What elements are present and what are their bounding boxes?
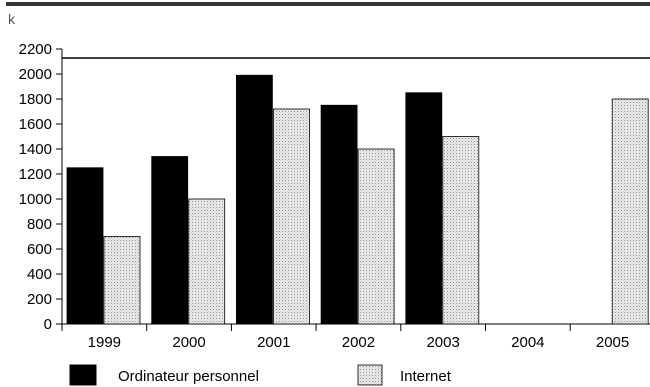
bar-internet-2005 xyxy=(611,98,649,325)
y-tick-label: 1200 xyxy=(19,166,52,183)
legend: Ordinateur personnel Internet xyxy=(69,364,452,386)
bar-internet-2001 xyxy=(272,108,310,325)
y-tick-label: 200 xyxy=(27,291,52,308)
legend-label-internet: Internet xyxy=(400,368,452,385)
x-tick-label: 2000 xyxy=(172,334,205,351)
top-border xyxy=(6,2,650,6)
y-tick-label: 1000 xyxy=(19,191,52,208)
x-axis-ticks: 1999 2000 2001 2002 2003 2004 2005 xyxy=(61,324,629,351)
y-axis-ticks: 0 200 400 600 800 1000 1200 1400 1600 1800 2000 220… xyxy=(19,41,62,333)
x-tick-label: 2004 xyxy=(511,334,544,351)
y-unit-label: k xyxy=(8,11,16,27)
bar-internet-2000 xyxy=(188,198,226,325)
legend-swatch-ordinateur-personnel xyxy=(69,364,97,386)
y-tick-label: 600 xyxy=(27,241,52,258)
y-tick-label: 2000 xyxy=(19,66,52,83)
bar-internet-2002 xyxy=(357,148,395,325)
y-tick-label: 800 xyxy=(27,216,52,233)
y-tick-label: 2200 xyxy=(19,41,52,58)
x-tick-label: 1999 xyxy=(88,334,121,351)
bar-ordinateur-personnel-2000 xyxy=(151,156,189,325)
x-tick-label: 2002 xyxy=(342,334,375,351)
bar-ordinateur-personnel-2001 xyxy=(235,74,273,325)
x-tick-label: 2005 xyxy=(596,334,629,351)
x-tick-label: 2001 xyxy=(257,334,290,351)
y-tick-label: 400 xyxy=(27,266,52,283)
bar-internet-1999 xyxy=(103,236,141,325)
bar-internet-2003 xyxy=(442,136,480,325)
y-tick-label: 0 xyxy=(44,316,52,333)
legend-swatch-internet xyxy=(357,364,383,386)
bar-ordinateur-personnel-2003 xyxy=(405,92,443,325)
bars xyxy=(66,74,649,325)
x-tick-label: 2003 xyxy=(426,334,459,351)
bar-ordinateur-personnel-1999 xyxy=(66,167,104,325)
y-tick-label: 1400 xyxy=(19,141,52,158)
y-tick-label: 1800 xyxy=(19,91,52,108)
y-tick-label: 1600 xyxy=(19,116,52,133)
bar-ordinateur-personnel-2002 xyxy=(320,104,358,325)
legend-label-ordinateur-personnel: Ordinateur personnel xyxy=(118,368,259,385)
